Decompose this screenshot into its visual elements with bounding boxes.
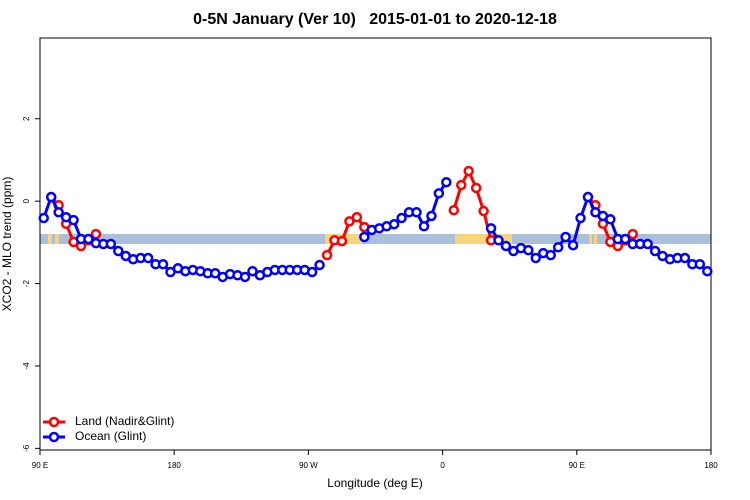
legend-marker xyxy=(48,416,60,428)
data-point xyxy=(441,176,452,188)
data-point xyxy=(321,249,333,261)
data-point xyxy=(702,265,713,277)
data-point xyxy=(567,239,579,251)
data-point xyxy=(493,235,504,246)
data-point xyxy=(642,238,653,250)
data-point xyxy=(552,242,564,253)
data-point xyxy=(418,221,430,232)
data-point xyxy=(679,252,691,264)
data-point xyxy=(620,233,631,245)
data-point xyxy=(470,182,482,194)
data-point xyxy=(142,252,154,264)
legend: Land (Nadir&Glint)Ocean (Glint) xyxy=(43,414,174,443)
data-point xyxy=(426,210,437,222)
data-point xyxy=(68,214,79,226)
data-point xyxy=(239,271,251,283)
data-point xyxy=(396,212,407,224)
legend-label: Land (Nadir&Glint) xyxy=(75,414,174,428)
data-point xyxy=(359,231,370,243)
y-tick-label: 0 xyxy=(22,198,31,203)
chart-title: 0-5N January (Ver 10) 2015-01-01 to 2020… xyxy=(193,11,557,28)
data-point xyxy=(336,235,348,247)
data-point xyxy=(448,204,460,216)
data-point xyxy=(53,207,64,218)
data-point xyxy=(113,245,124,257)
data-point xyxy=(694,258,706,270)
data-point xyxy=(157,258,169,270)
data-point xyxy=(38,212,49,224)
data-point xyxy=(306,266,318,278)
data-point xyxy=(45,191,57,203)
y-tick-label: -4 xyxy=(22,362,31,370)
x-tick-label: 90 E xyxy=(569,461,585,470)
data-point xyxy=(530,252,542,264)
data-point xyxy=(314,259,325,271)
x-tick-label: 90 E xyxy=(32,461,48,470)
land-strip xyxy=(55,234,59,244)
data-point xyxy=(575,212,586,224)
land-strip xyxy=(589,234,592,244)
x-axis-label: Longitude (deg E) xyxy=(327,476,422,490)
y-tick-label: -6 xyxy=(22,444,31,452)
land-strip xyxy=(594,234,597,244)
data-point xyxy=(500,240,512,252)
data-point xyxy=(545,249,556,261)
land-strip xyxy=(455,234,512,244)
land-strip xyxy=(48,234,52,244)
series xyxy=(38,176,713,283)
x-tick-label: 90 W xyxy=(299,461,318,470)
data-point xyxy=(388,218,400,230)
data-point xyxy=(649,245,661,257)
data-point xyxy=(83,233,94,245)
data-point xyxy=(455,179,467,191)
data-point xyxy=(627,228,638,240)
legend-label: Ocean (Glint) xyxy=(75,429,146,443)
data-point xyxy=(344,216,355,227)
data-point xyxy=(485,223,497,234)
x-tick-label: 0 xyxy=(440,461,445,470)
y-axis-label: XCO2 - MLO trend (ppm) xyxy=(0,177,14,312)
data-point xyxy=(478,205,489,217)
x-tick-label: 180 xyxy=(168,461,182,470)
data-point xyxy=(560,231,571,243)
data-point xyxy=(247,265,258,277)
data-point xyxy=(351,211,363,223)
y-tick-label: 2 xyxy=(22,116,31,121)
data-point xyxy=(411,207,422,218)
y-tick-label: -2 xyxy=(22,279,31,287)
data-point xyxy=(582,191,594,203)
x-tick-label: 180 xyxy=(704,461,718,470)
data-point xyxy=(105,238,117,250)
plot-frame xyxy=(39,37,712,451)
data-point xyxy=(605,214,616,225)
data-point xyxy=(463,165,474,177)
data-point xyxy=(433,188,445,199)
legend-marker xyxy=(48,431,60,443)
data-point xyxy=(523,244,534,256)
ocean-strip xyxy=(40,234,711,244)
